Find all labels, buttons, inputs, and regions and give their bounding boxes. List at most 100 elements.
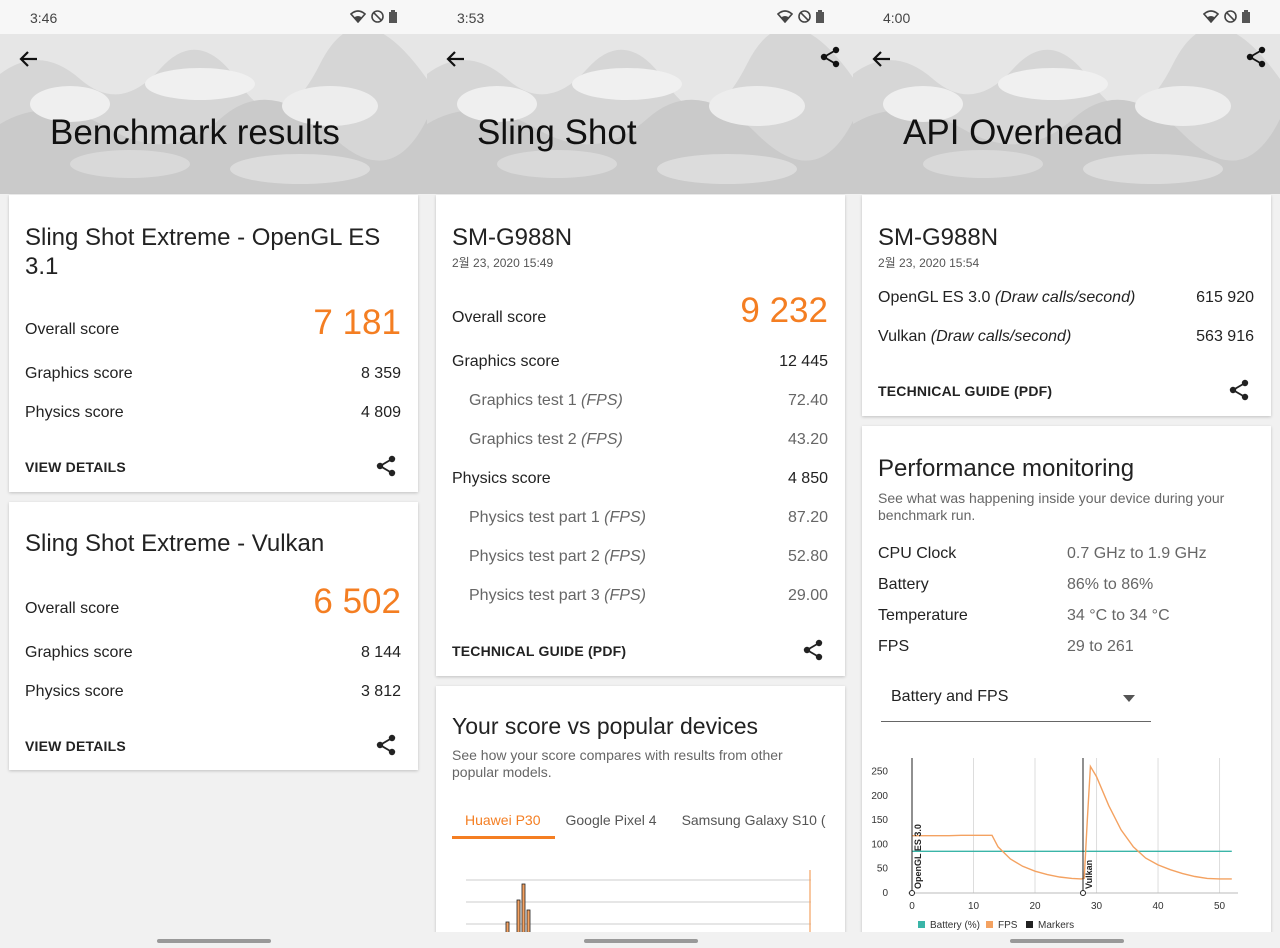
back-arrow-icon[interactable] (18, 48, 40, 70)
back-arrow-icon[interactable] (871, 48, 893, 70)
home-pill[interactable] (583, 939, 698, 943)
test-fps-label: Graphics test 1 (FPS) (469, 392, 623, 410)
device-name: SM-G988N (878, 224, 999, 251)
tab-huawei-p30[interactable]: Huawei P30 (465, 812, 541, 828)
tab-samsung-galaxy-s10[interactable]: Samsung Galaxy S10 ( (681, 812, 826, 828)
view-details-link[interactable]: VIEW DETAILS (25, 459, 126, 475)
row-label-text: Graphics test 1 (469, 392, 582, 409)
y-tick-label: 150 (871, 815, 888, 826)
row-label-suffix: (FPS) (604, 587, 646, 604)
chart-type-select[interactable]: Battery and FPS (881, 686, 1151, 722)
share-icon[interactable] (1246, 46, 1266, 68)
score-distribution-chart (466, 870, 811, 936)
row-label-text: Physics test part 1 (469, 509, 605, 526)
physics-score-label: Physics score (25, 404, 124, 421)
score-value: 4 850 (787, 470, 828, 487)
battery-fps-chart: 0 10 20 30 40 50 0 50 100 150 200 250 OpenGL ES 3.0 V… (871, 758, 1238, 931)
panel-benchmark-results: 3:46 Benchmark results Sling Shot Extrem… (0, 0, 427, 948)
battery-icon (1242, 9, 1250, 23)
device-tabs: Huawei P30 Google Pixel 4 Samsung Galaxy… (465, 812, 851, 828)
row-label-suffix: (FPS) (604, 509, 646, 526)
legend-swatch (918, 921, 925, 928)
home-pill[interactable] (1009, 939, 1124, 943)
page-title: Sling Shot (477, 113, 637, 152)
status-icons (350, 9, 397, 23)
row-label-suffix: (FPS) (604, 548, 646, 565)
y-tick-label: 0 (882, 888, 888, 899)
hero-header: API Overhead (853, 34, 1280, 194)
overall-score-value: 6 502 (313, 582, 401, 621)
graphics-score-label: Graphics score (25, 365, 133, 382)
performance-description: See what was happening inside your devic… (878, 490, 1225, 523)
distribution-bar (516, 899, 521, 936)
share-icon[interactable] (820, 46, 840, 68)
compare-card: Your score vs popular devices See how yo… (436, 686, 845, 948)
perf-metric-value: 0.7 GHz to 1.9 GHz (1067, 545, 1207, 562)
distribution-bar (521, 883, 526, 936)
rocks-background (0, 34, 427, 194)
score-label: Physics score (452, 470, 551, 488)
nav-bar (853, 932, 1280, 948)
y-tick-label: 50 (877, 864, 889, 875)
wifi-icon (350, 10, 366, 23)
marker-dot (909, 890, 915, 896)
share-icon[interactable] (803, 639, 823, 661)
y-tick-label: 250 (871, 767, 888, 778)
status-time: 4:00 (883, 10, 911, 26)
marker-label: Vulkan (1084, 860, 1094, 889)
technical-guide-link[interactable]: TECHNICAL GUIDE (PDF) (452, 643, 627, 659)
physics-score-label: Physics score (25, 683, 124, 700)
wifi-icon (1203, 10, 1219, 23)
panel-sling-shot: 3:53 Sling Shot SM-G988N 2월 23, 2020 15:… (427, 0, 854, 948)
legend-label: Battery (%) (930, 920, 980, 931)
row-label-text: Graphics score (452, 353, 560, 370)
distribution-bar (505, 921, 510, 936)
draw-calls-label: OpenGL ES 3.0 (Draw calls/second) (878, 289, 1135, 307)
wifi-icon (777, 10, 793, 23)
page-title: Benchmark results (50, 113, 340, 152)
distribution-bar (526, 909, 531, 936)
nav-bar (427, 932, 854, 948)
chart-type-select-value: Battery and FPS (891, 688, 1009, 705)
sling-shot-result-card: SM-G988N 2월 23, 2020 15:49 Overall score… (436, 195, 845, 676)
test-fps-value: 43.20 (787, 431, 828, 448)
x-tick-label: 40 (1152, 901, 1164, 912)
row-label-text: Physics test part 3 (469, 587, 605, 604)
share-icon[interactable] (376, 455, 396, 477)
dropdown-arrow-icon (1123, 695, 1135, 702)
legend-swatch (986, 921, 993, 928)
back-arrow-icon[interactable] (445, 48, 467, 70)
nav-bar (0, 932, 427, 948)
home-pill[interactable] (156, 939, 271, 943)
y-tick-label: 100 (871, 839, 888, 850)
x-tick-label: 10 (968, 901, 980, 912)
technical-guide-link[interactable]: TECHNICAL GUIDE (PDF) (878, 383, 1053, 399)
view-details-link[interactable]: VIEW DETAILS (25, 738, 126, 754)
marker-label: OpenGL ES 3.0 (913, 824, 923, 889)
perf-metric-label: FPS (878, 638, 910, 655)
panel-api-overhead: 4:00 API Overhead SM-G988N 2월 23, 2020 1… (853, 0, 1280, 948)
marker-dot (1079, 890, 1086, 896)
share-icon[interactable] (1229, 379, 1249, 401)
test-fps-value: 87.20 (787, 509, 828, 526)
x-tick-label: 30 (1091, 901, 1103, 912)
overall-score-value: 9 232 (740, 291, 828, 330)
active-tab-underline (452, 836, 555, 839)
physics-score-value: 4 809 (360, 404, 401, 421)
perf-metric-label: CPU Clock (878, 545, 957, 562)
test-fps-value: 29.00 (787, 587, 828, 604)
share-icon[interactable] (376, 734, 396, 756)
status-icons (777, 9, 824, 23)
battery-icon (389, 9, 397, 23)
api-overhead-result-card: SM-G988N 2월 23, 2020 15:54 OpenGL ES 3.0… (862, 195, 1271, 416)
x-tick-label: 0 (909, 901, 915, 912)
card-title: Sling Shot Extreme - OpenGL ES 3.1 (25, 224, 381, 280)
test-fps-value: 72.40 (787, 392, 828, 409)
legend-swatch (1026, 921, 1033, 928)
perf-metric-label: Battery (878, 576, 929, 593)
legend-label: Markers (1038, 920, 1074, 931)
result-card-opengl: Sling Shot Extreme - OpenGL ES 3.1 Overa… (9, 195, 418, 492)
rocks-background (427, 34, 854, 194)
tab-google-pixel-4[interactable]: Google Pixel 4 (565, 812, 657, 828)
legend-label: FPS (998, 920, 1018, 931)
